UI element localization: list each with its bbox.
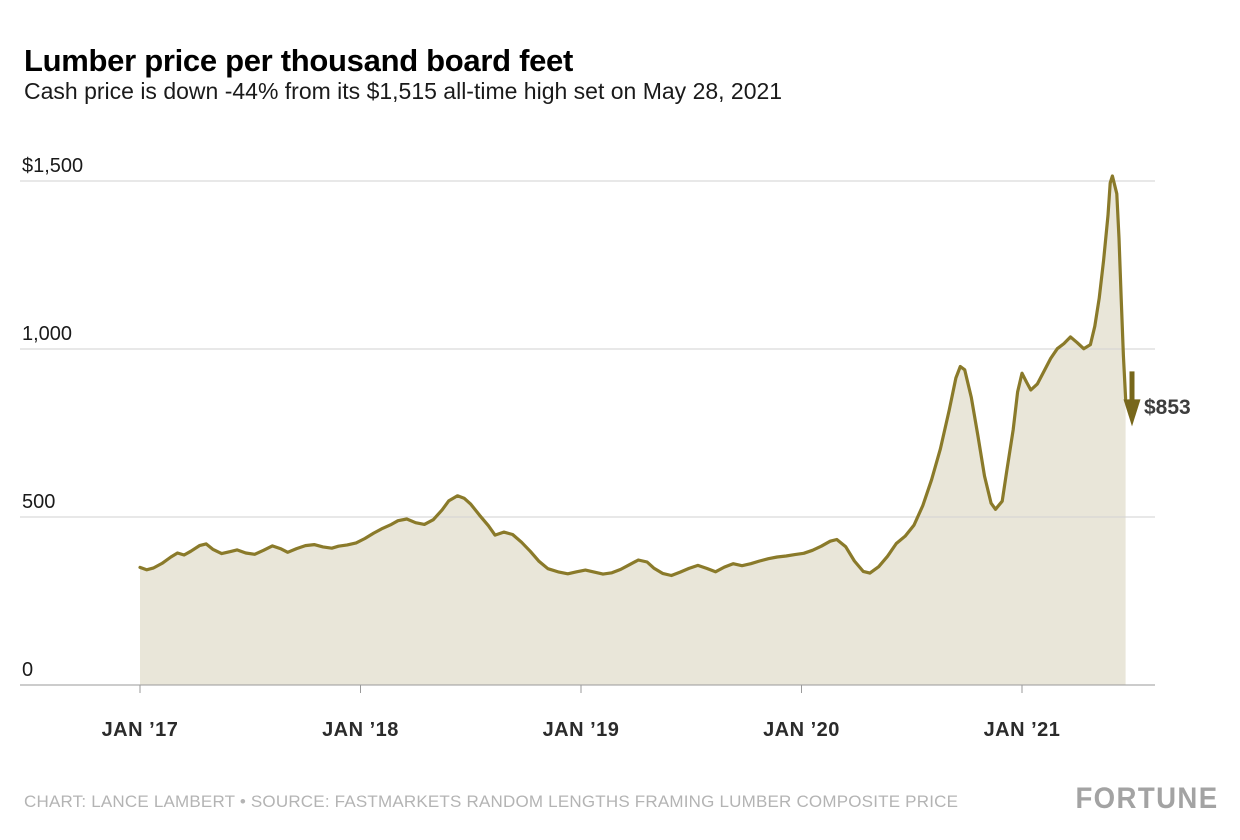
y-tick-label: $1,500 xyxy=(22,155,83,177)
x-tick-label: JAN ’21 xyxy=(984,719,1061,741)
page-subtitle: Cash price is down -44% from its $1,515 … xyxy=(24,78,783,104)
price-line xyxy=(138,174,1128,578)
x-tick-label: JAN ’20 xyxy=(763,719,840,741)
fortune-logo: FORTUNE xyxy=(1074,782,1218,815)
x-tick-label: JAN ’18 xyxy=(322,719,399,741)
price-area-fill xyxy=(140,176,1126,685)
down-arrow-head-icon xyxy=(1123,399,1141,427)
x-tick-label: JAN ’17 xyxy=(102,719,179,741)
x-tick-label: JAN ’19 xyxy=(543,719,620,741)
y-tick-label: 500 xyxy=(22,491,55,513)
y-tick-label: 0 xyxy=(22,659,33,681)
y-tick-label: 1,000 xyxy=(22,323,72,345)
chart-source-credit: CHART: LANCE LAMBERT • SOURCE: FASTMARKE… xyxy=(24,792,959,811)
latest-price-annotation: $853 xyxy=(1144,396,1191,419)
page-title: Lumber price per thousand board feet xyxy=(24,42,574,78)
